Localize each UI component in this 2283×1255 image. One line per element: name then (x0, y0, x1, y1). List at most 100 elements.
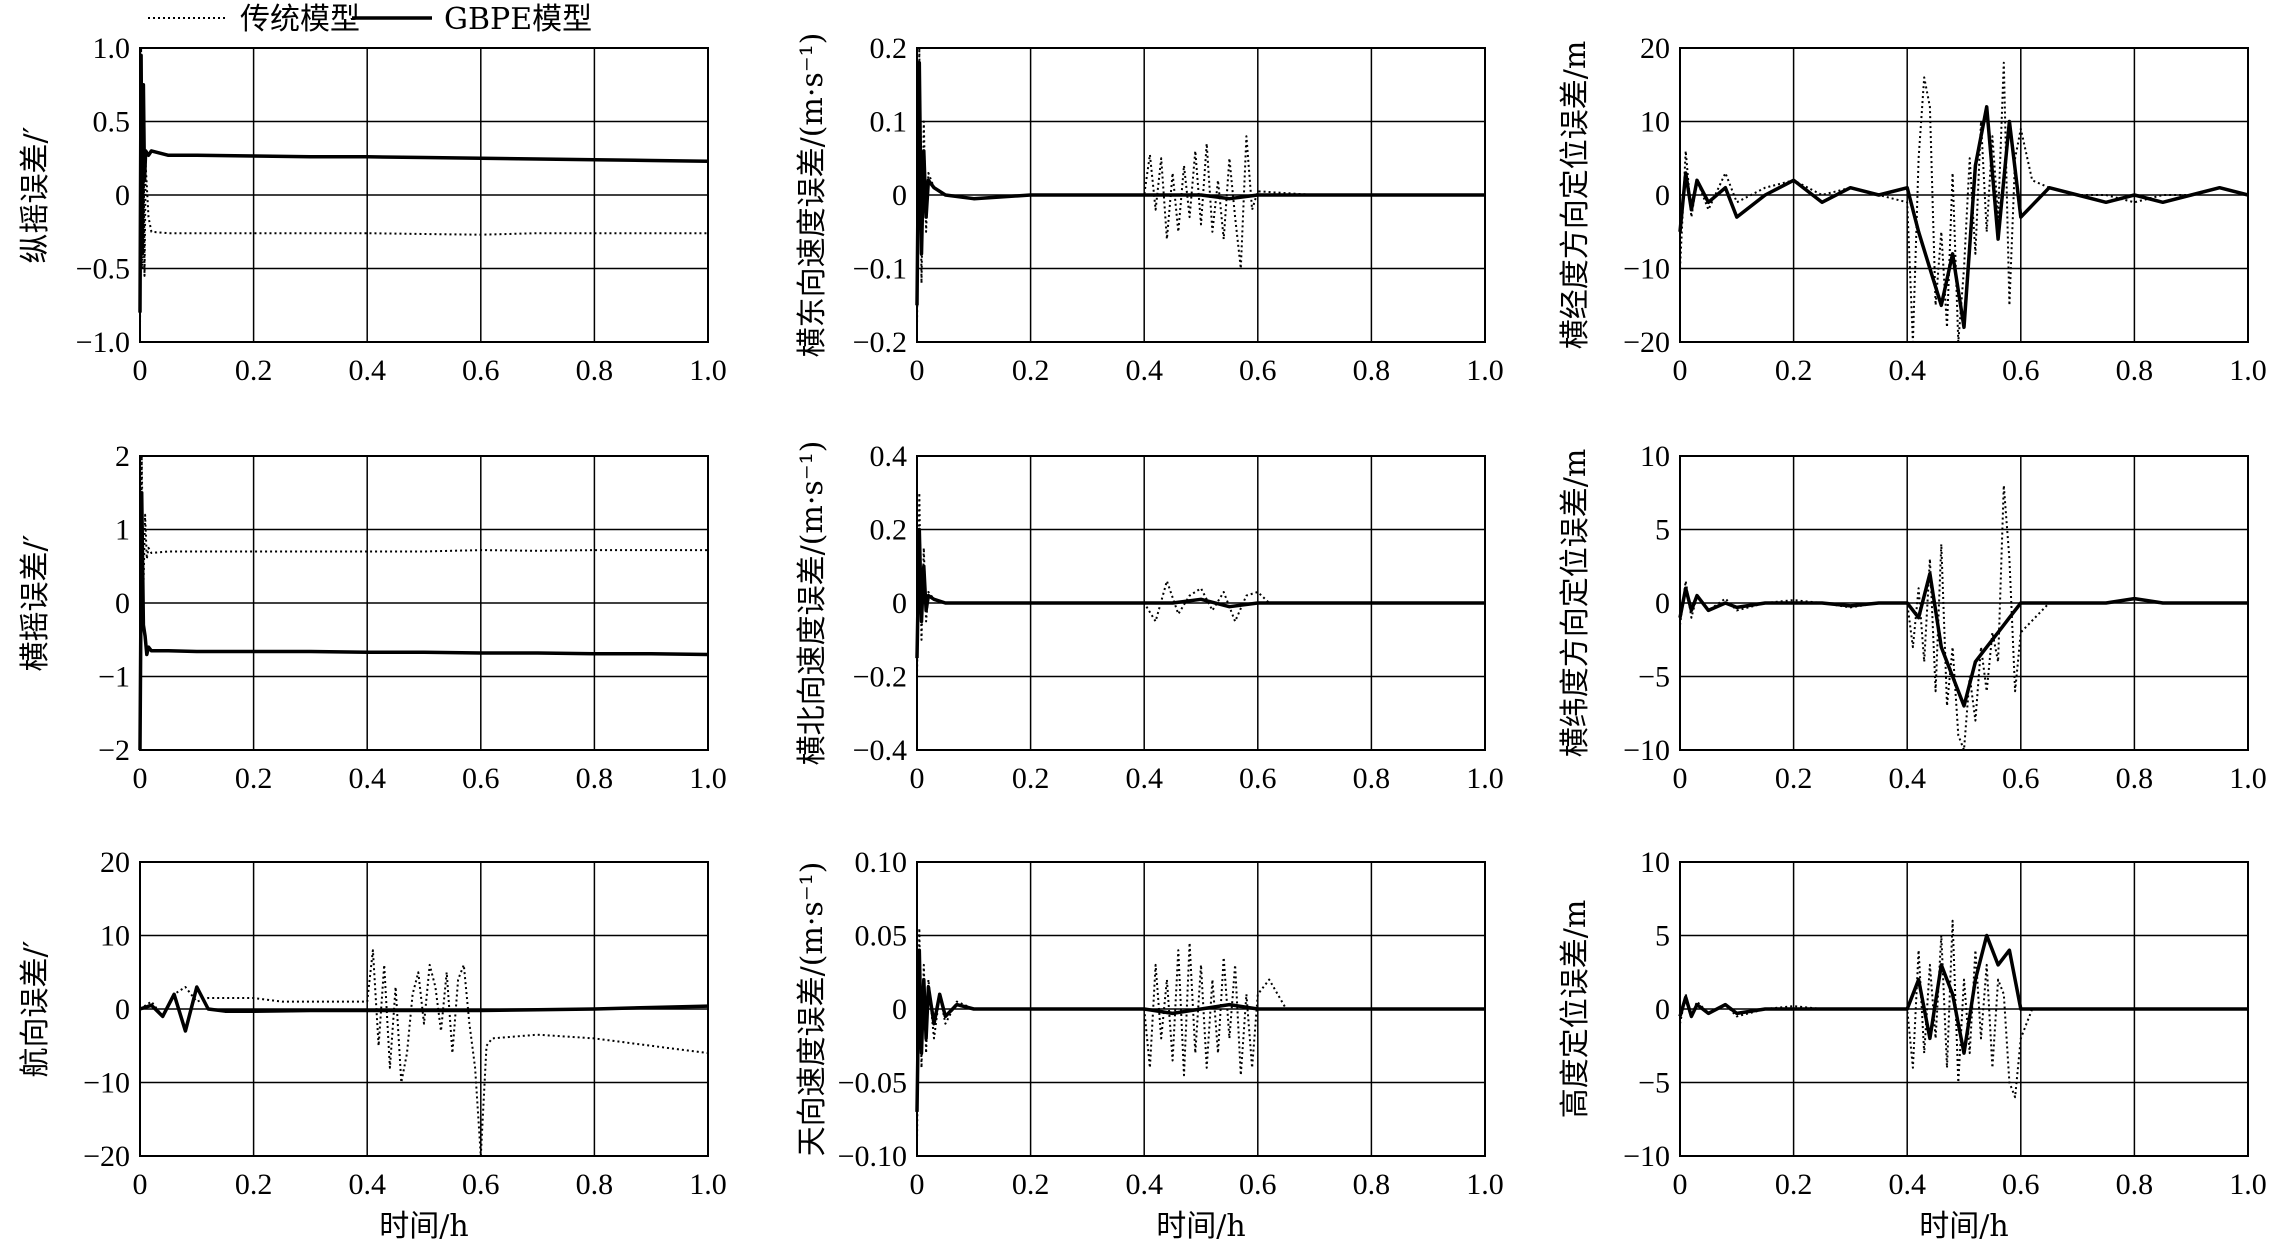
x-tick-label: 1.0 (2229, 1168, 2267, 1201)
y-tick-label: 20 (100, 846, 130, 879)
x-tick-label: 0.8 (2116, 762, 2154, 795)
series-line-gbpe (1678, 105, 2249, 330)
y-tick-label: 0 (1655, 587, 1670, 620)
x-tick-label: 1.0 (1466, 354, 1504, 387)
x-tick-label: 0.2 (235, 1168, 273, 1201)
x-tick-label: 0.4 (1888, 354, 1926, 387)
x-tick-label: 0 (1673, 762, 1688, 795)
x-tick-label: 0.8 (576, 354, 614, 387)
y-tick-label: 10 (100, 920, 130, 953)
x-tick-label: 0.4 (1125, 762, 1163, 795)
y-axis-label: 横经度方向定位误差/m (1558, 41, 1593, 350)
y-tick-label: −1 (98, 661, 130, 694)
x-tick-label: 1.0 (1466, 1168, 1504, 1201)
x-tick-label: 0 (133, 1168, 148, 1201)
y-axis-label: 航向误差/′ (18, 940, 53, 1077)
x-tick-label: 0.8 (1353, 354, 1391, 387)
x-tick-label: 0.8 (1353, 762, 1391, 795)
x-tick-label: 0.4 (1888, 1168, 1926, 1201)
series-line-gbpe (138, 53, 709, 313)
series-line-traditional (1679, 61, 2249, 343)
series-line-gbpe (915, 60, 1485, 306)
legend: 传统模型 GBPE模型 (148, 2, 592, 37)
x-tick-label: 0.2 (235, 762, 273, 795)
y-tick-label: 0 (115, 993, 130, 1026)
y-tick-label: −5 (1638, 661, 1670, 694)
x-tick-label: 0.8 (576, 1168, 614, 1201)
y-tick-label: −5 (1638, 1067, 1670, 1100)
x-tick-label: 1.0 (2229, 762, 2267, 795)
y-tick-label: 1 (115, 514, 130, 547)
series-line-gbpe (915, 527, 1485, 659)
series-line-traditional (1679, 484, 2248, 751)
y-tick-label: 0.2 (870, 32, 908, 65)
y-tick-label: 0 (115, 179, 130, 212)
y-axis-label: 横纬度方向定位误差/m (1558, 449, 1593, 758)
x-tick-label: 0 (133, 762, 148, 795)
series-line-gbpe (138, 491, 709, 751)
y-tick-label: 5 (1655, 514, 1670, 547)
x-tick-label: 0.2 (1012, 1168, 1050, 1201)
x-tick-label: 0.6 (1239, 762, 1277, 795)
chart-panel-5: 0.40.20−0.2−0.40 0.2 0.4 0.6 0.8 1.0横北向速度误差/(… (795, 440, 1504, 795)
x-tick-label: 0.6 (462, 1168, 500, 1201)
x-tick-label: 1.0 (689, 762, 727, 795)
series-line-gbpe (1678, 571, 2248, 708)
y-tick-label: −0.5 (76, 253, 130, 286)
x-axis-label: 时间/h (379, 1209, 468, 1244)
x-tick-label: 0.6 (462, 762, 500, 795)
x-axis-label: 时间/h (1156, 1209, 1245, 1244)
y-tick-label: 0 (115, 587, 130, 620)
x-tick-label: 0.4 (348, 1168, 386, 1201)
legend-traditional-label: 传统模型 (240, 2, 360, 37)
x-tick-label: 0.6 (2002, 354, 2040, 387)
x-tick-label: 0.4 (348, 762, 386, 795)
x-tick-label: 0 (910, 762, 925, 795)
y-tick-label: 0.1 (870, 106, 908, 139)
legend-gbpe-label: GBPE模型 (444, 2, 592, 37)
series-line-traditional (139, 455, 708, 736)
x-tick-label: 0.6 (1239, 354, 1277, 387)
series-line-traditional (139, 949, 709, 1157)
y-tick-label: −20 (1623, 326, 1670, 359)
x-tick-label: 1.0 (689, 1168, 727, 1201)
y-tick-label: 5 (1655, 920, 1670, 953)
x-tick-label: 0 (133, 354, 148, 387)
series-line-traditional (139, 47, 708, 328)
x-tick-label: 0 (1673, 1168, 1688, 1201)
y-tick-label: 0 (892, 587, 907, 620)
y-tick-label: 0 (1655, 179, 1670, 212)
x-tick-label: 0.6 (2002, 762, 2040, 795)
x-tick-label: 0.2 (1012, 354, 1050, 387)
y-tick-label: 0.10 (855, 846, 908, 879)
x-tick-label: 0 (1673, 354, 1688, 387)
x-tick-label: 0.4 (1888, 762, 1926, 795)
y-axis-label: 横摇误差/′ (18, 534, 53, 671)
x-tick-label: 0.2 (1775, 354, 1813, 387)
x-tick-label: 0.6 (2002, 1168, 2040, 1201)
x-tick-label: 0.2 (1775, 1168, 1813, 1201)
chart-panel-2: 0.20.10−0.1−0.20 0.2 0.4 0.6 0.8 1.0横东向速度误差/(… (795, 32, 1504, 387)
y-tick-label: −10 (1623, 734, 1670, 767)
chart-panel-8: 0.100.050−0.05−0.100 0.2 0.4 0.6 0.8 1.0天向速度误… (795, 846, 1504, 1244)
y-tick-label: −10 (1623, 1140, 1670, 1173)
series-line-gbpe (139, 985, 709, 1033)
y-axis-label: 横北向速度误差/(m·s⁻¹) (795, 441, 830, 766)
y-tick-label: 10 (1640, 440, 1670, 473)
y-tick-label: −2 (98, 734, 130, 767)
y-tick-label: −10 (1623, 253, 1670, 286)
x-tick-label: 0.8 (2116, 1168, 2154, 1201)
y-tick-label: 2 (115, 440, 130, 473)
x-tick-label: 1.0 (1466, 762, 1504, 795)
y-axis-label: 纵摇误差/′ (18, 126, 53, 263)
series-line-traditional (916, 47, 1485, 328)
x-axis-label: 时间/h (1919, 1209, 2008, 1244)
y-tick-label: −20 (83, 1140, 130, 1173)
x-tick-label: 0.6 (462, 354, 500, 387)
y-tick-label: −0.2 (853, 661, 907, 694)
x-tick-label: 0.4 (348, 354, 386, 387)
